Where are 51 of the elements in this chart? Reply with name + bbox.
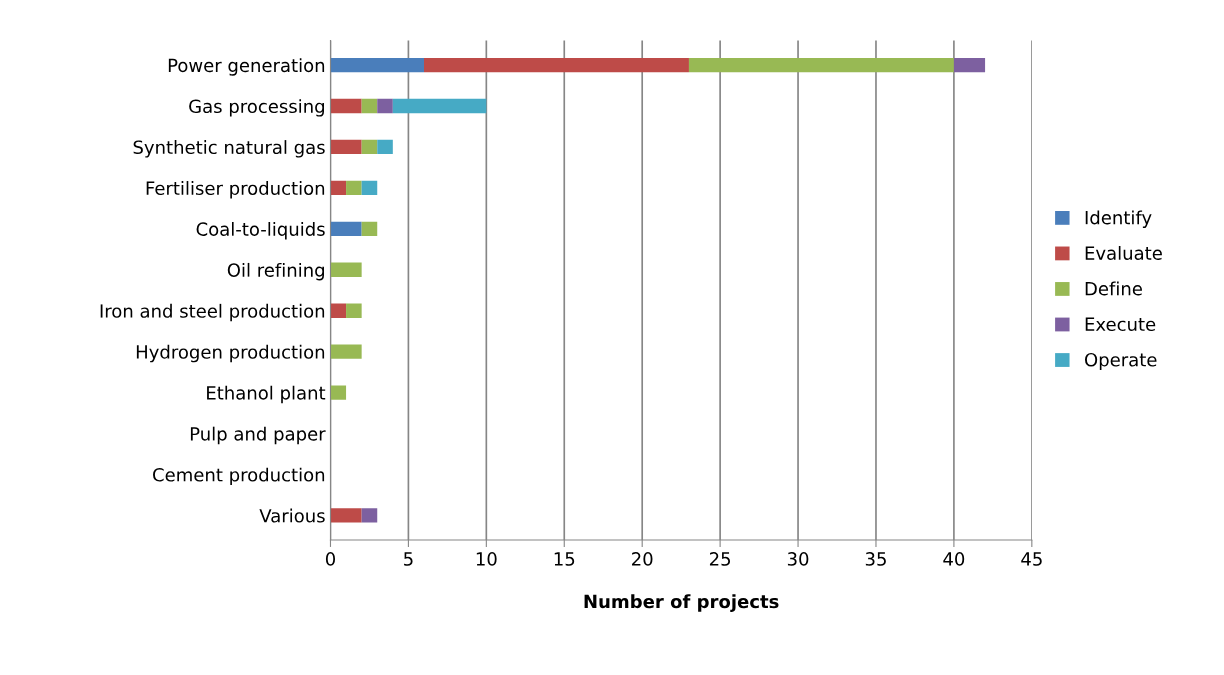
bar [346,180,362,196]
y-tick-label: Synthetic natural gas [133,140,325,158]
bar [330,303,347,318]
bar [330,57,424,73]
x-tick-label: 15 [554,552,575,566]
x-axis-title: Number of projects [584,594,779,612]
bar [953,57,986,73]
y-tick-label: Gas processing [189,99,324,117]
bar [377,139,393,155]
y-tick-label: Fertiliser production [146,181,325,199]
legend-label: Evaluate [1085,245,1162,260]
y-tick-label: Various [259,508,325,523]
x-tick-label: 45 [1021,552,1042,566]
x-tick-label: 35 [865,552,886,566]
bar [330,344,362,359]
bar [330,98,362,114]
bar [330,385,347,400]
bar [688,57,954,73]
y-tick-label: Cement production [153,467,325,486]
bar [330,139,362,155]
bar [361,221,378,236]
bar [330,262,362,277]
x-tick-label: 30 [787,552,809,566]
legend-label: Operate [1085,352,1157,371]
x-tick-label: 20 [632,552,653,566]
bar [423,57,689,73]
bar [330,180,347,196]
legend-label: Define [1085,281,1142,296]
y-tick-label: Hydrogen production [136,344,325,363]
x-tick-label: 40 [943,552,965,566]
bar [377,98,393,114]
bar [361,139,378,155]
bar [392,98,487,114]
x-tick-label: 0 [325,552,336,566]
y-tick-label: Power generation [168,58,325,76]
legend-label: Execute [1085,317,1156,332]
bar [361,180,378,196]
legend-label: Identify [1085,210,1152,228]
bar [346,303,362,318]
bar [330,508,362,523]
y-tick-label: Coal-to-liquids [196,221,325,240]
x-tick-label: 10 [476,552,497,566]
y-tick-label: Oil refining [227,262,324,281]
x-tick-label: 25 [709,552,731,566]
y-tick-label: Ethanol plant [207,385,326,404]
y-tick-label: Iron and steel production [100,303,325,322]
y-tick-label: Pulp and paper [190,426,326,445]
bar [361,508,378,523]
bar [330,221,362,236]
bar [361,98,378,114]
x-tick-label: 5 [404,552,413,566]
